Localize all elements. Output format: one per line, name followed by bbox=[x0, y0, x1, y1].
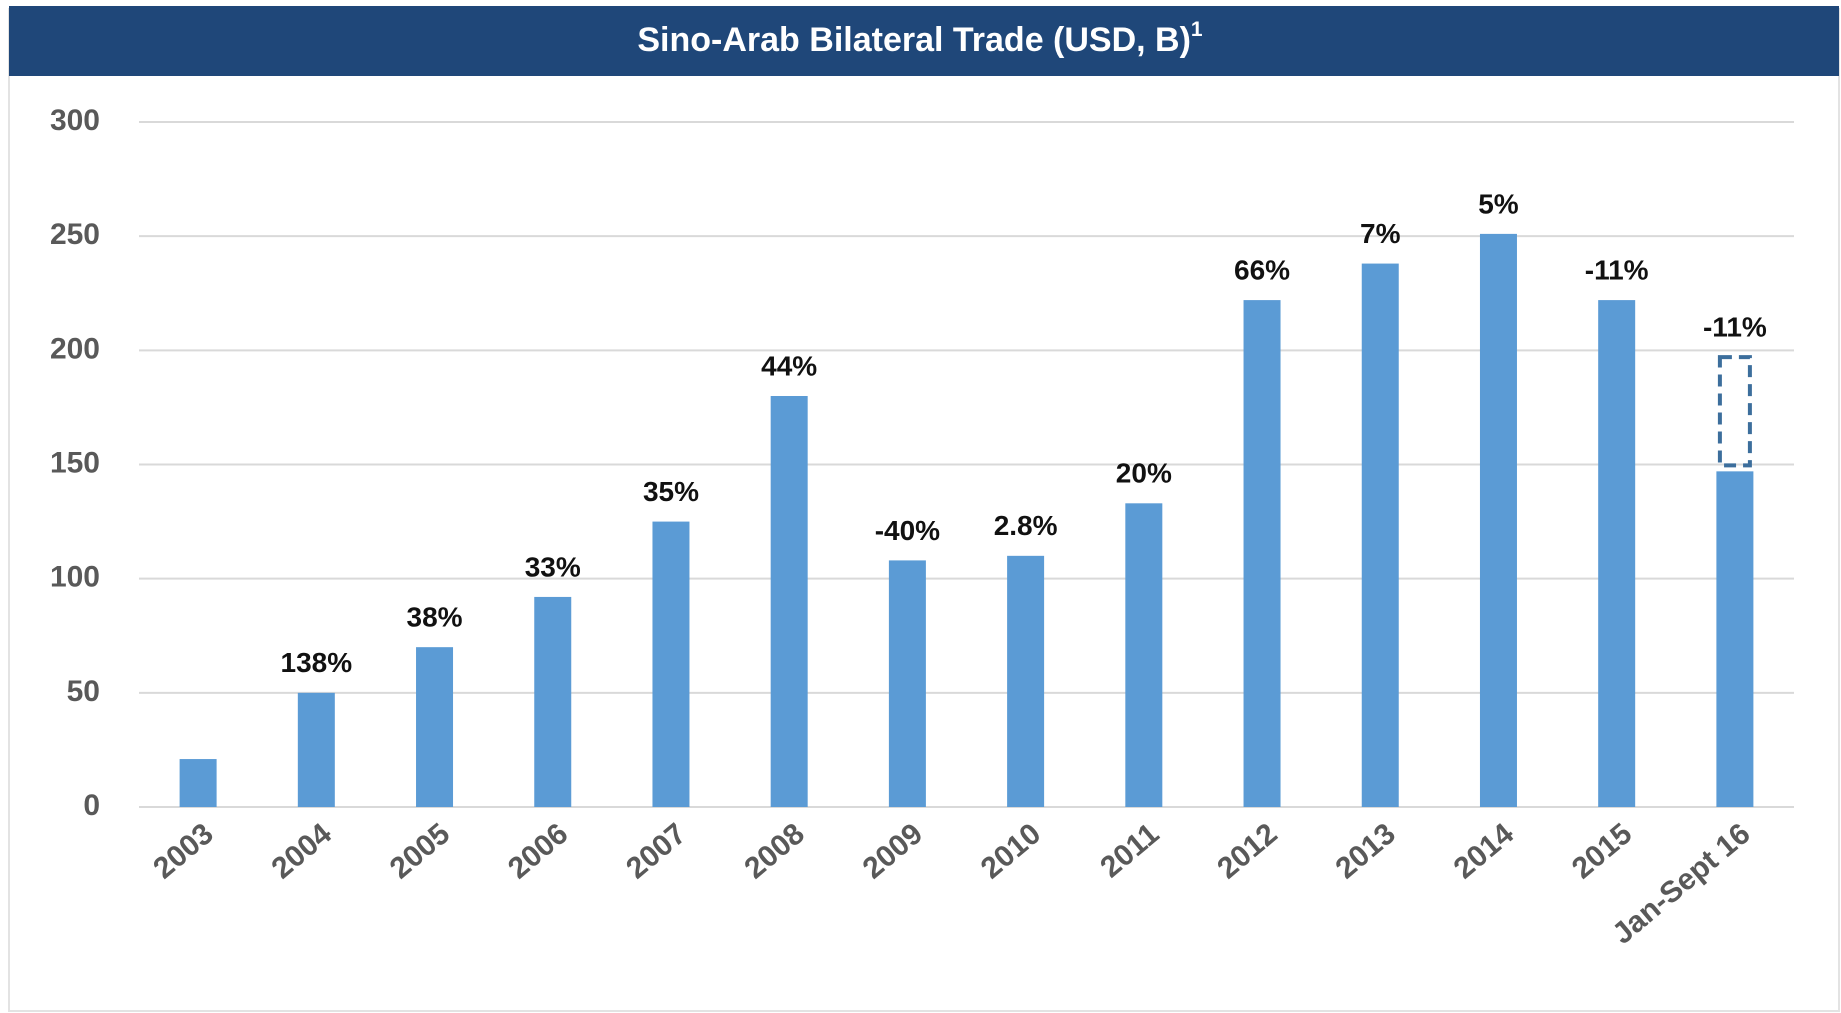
bar bbox=[1125, 503, 1163, 807]
bar bbox=[770, 396, 808, 807]
bar bbox=[1598, 300, 1636, 807]
bar bbox=[416, 647, 454, 807]
chart-title: Sino-Arab Bilateral Trade (USD, B)1 bbox=[637, 18, 1203, 59]
data-label: 38% bbox=[407, 602, 463, 633]
data-label: 35% bbox=[643, 476, 699, 507]
data-label: -40% bbox=[875, 515, 940, 546]
data-label: 2.8% bbox=[994, 510, 1058, 541]
y-tick-label: 200 bbox=[50, 332, 100, 365]
bar bbox=[1479, 233, 1517, 808]
y-tick-label: 50 bbox=[67, 675, 100, 708]
data-label: 33% bbox=[525, 551, 581, 582]
bar bbox=[1716, 471, 1754, 807]
data-label: 44% bbox=[761, 350, 817, 381]
data-label: -11% bbox=[1703, 312, 1767, 343]
y-tick-label: 300 bbox=[50, 104, 100, 137]
data-label: 66% bbox=[1234, 254, 1290, 285]
title-text: Sino-Arab Bilateral Trade (USD, B) bbox=[637, 21, 1191, 59]
title-bar bbox=[9, 6, 1839, 76]
projection-box bbox=[1717, 355, 1752, 468]
bar bbox=[179, 759, 217, 807]
data-label: 7% bbox=[1360, 218, 1401, 249]
y-tick-label: 150 bbox=[50, 446, 100, 479]
title-footnote: 1 bbox=[1191, 18, 1203, 41]
data-label: 138% bbox=[281, 647, 353, 678]
data-label: 5% bbox=[1478, 188, 1519, 219]
bar bbox=[1243, 300, 1281, 807]
bar bbox=[534, 596, 572, 807]
bar bbox=[1007, 555, 1045, 807]
bar bbox=[888, 560, 926, 807]
chart-frame bbox=[8, 8, 1840, 1012]
bar bbox=[652, 521, 690, 807]
y-tick-label: 100 bbox=[50, 561, 100, 594]
bar bbox=[297, 692, 335, 807]
y-tick-label: 250 bbox=[50, 218, 100, 251]
bar bbox=[1361, 263, 1399, 808]
data-label: 20% bbox=[1116, 458, 1172, 489]
y-tick-label: 0 bbox=[83, 789, 100, 822]
data-label: -11% bbox=[1585, 254, 1649, 285]
